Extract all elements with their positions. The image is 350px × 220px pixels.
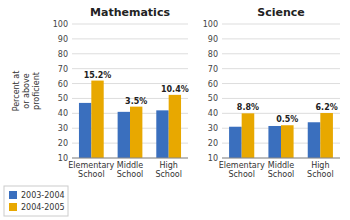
subplot: 10 20 30 40 50 60 70 80 90 100 15.2% 3.5% 10.4% Eleme… (12, 6, 189, 179)
legend-swatch (9, 203, 17, 211)
x-tick-label: MiddleSchool (268, 161, 295, 179)
text-line: Middle (268, 161, 295, 170)
y-tick-label: 90 (208, 35, 218, 44)
subplot: 10 20 30 40 50 60 70 80 90 100 8.8% 0.5% 6.2% Element… (203, 6, 340, 179)
legend-swatch (9, 191, 17, 199)
bars (229, 113, 333, 158)
text-line: School (268, 170, 295, 179)
annotation: 6.2% (316, 103, 338, 112)
text-line: School (117, 170, 144, 179)
grid-line (222, 68, 340, 69)
bar (268, 126, 281, 158)
y-tick-label: 50 (58, 94, 68, 103)
x-tick-label: MiddleSchool (117, 161, 144, 179)
text-line: Elementary (68, 161, 114, 170)
bar (79, 103, 91, 158)
y-tick-label: 80 (208, 50, 218, 59)
annotation: 15.2% (84, 71, 112, 80)
y-tick-label: 100 (203, 20, 218, 29)
title: Mathematics (90, 6, 170, 19)
bar (320, 113, 333, 158)
text-line: School (78, 170, 105, 179)
bar (308, 122, 321, 158)
text-line: Middle (117, 161, 144, 170)
grid-line (222, 38, 340, 39)
grid-line (222, 98, 340, 99)
legend-label: 2004-2005 (21, 203, 65, 212)
grid-line (72, 68, 188, 69)
x-tick-label: ElementarySchool (68, 161, 114, 179)
grid-line (222, 83, 340, 84)
bar (242, 113, 255, 158)
y-tick-label: 70 (58, 65, 68, 74)
text-line: Percent at (12, 71, 21, 112)
text-line: School (307, 170, 334, 179)
grid-line (72, 53, 188, 54)
y-tick-label: 30 (208, 124, 218, 133)
y-tick-label: 90 (58, 35, 68, 44)
grid-line (72, 38, 188, 39)
grid-line (222, 53, 340, 54)
text-line: School (155, 170, 182, 179)
x-tick-label: HighSchool (307, 161, 334, 179)
x-axis-line (72, 158, 188, 159)
bar (169, 95, 181, 158)
y-tick-label: 40 (208, 109, 218, 118)
y-tick-label: 70 (208, 65, 218, 74)
y-tick-label: 60 (208, 80, 218, 89)
text-line: proficient (32, 72, 41, 110)
y-tick-label: 50 (208, 94, 218, 103)
y-tick-label: 60 (58, 80, 68, 89)
text-line: or above (22, 73, 31, 108)
x-tick-label: HighSchool (155, 161, 182, 179)
chart-root: 10 20 30 40 50 60 70 80 90 100 15.2% 3.5% 10.4% Eleme… (0, 0, 350, 220)
annotation: 3.5% (125, 97, 147, 106)
grid-line (222, 24, 340, 25)
text-line: Elementary (219, 161, 265, 170)
annotation: 0.5% (276, 115, 298, 124)
legend-frame (4, 186, 68, 216)
legend: 2003-2004 2004-2005 (4, 186, 68, 216)
annotation: 8.8% (237, 103, 259, 112)
y-tick-label: 10 (58, 154, 68, 163)
x-axis-line (222, 158, 340, 159)
y-axis-label: Percent ator aboveproficient (12, 71, 41, 112)
y-tick-label: 40 (58, 109, 68, 118)
text-line: High (159, 161, 177, 170)
bar (281, 125, 294, 158)
bar (118, 112, 130, 158)
title: Science (257, 6, 305, 19)
legend-label: 2003-2004 (21, 191, 65, 200)
y-tick-label: 30 (58, 124, 68, 133)
y-tick-label: 10 (208, 154, 218, 163)
bar (91, 81, 103, 158)
y-tick-label: 20 (208, 139, 218, 148)
bar (130, 107, 142, 158)
text-line: High (311, 161, 329, 170)
bar (229, 127, 242, 158)
bar (156, 110, 168, 158)
grid-line (72, 158, 188, 159)
text-line: School (228, 170, 255, 179)
x-tick-label: ElementarySchool (219, 161, 265, 179)
annotation: 10.4% (161, 85, 189, 94)
grid-line (222, 158, 340, 159)
y-tick-label: 80 (58, 50, 68, 59)
grid-line (72, 24, 188, 25)
y-tick-label: 20 (58, 139, 68, 148)
y-tick-label: 100 (53, 20, 68, 29)
